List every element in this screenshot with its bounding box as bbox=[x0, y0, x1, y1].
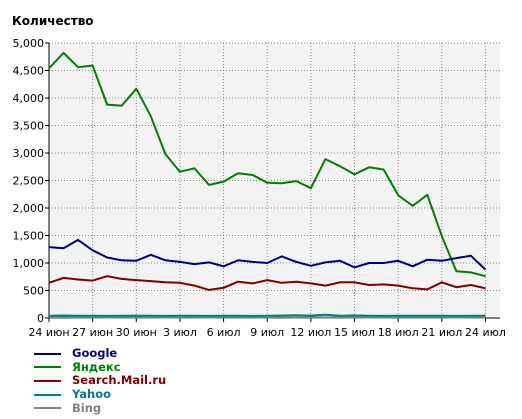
legend: Google Яндекс Search.Mail.ru Yahoo Bing bbox=[34, 347, 166, 415]
legend-swatch bbox=[34, 407, 61, 410]
legend-label: Search.Mail.ru bbox=[72, 373, 167, 388]
y-tick-label: 1,000 bbox=[13, 257, 45, 270]
legend-item: Search.Mail.ru bbox=[34, 374, 166, 388]
x-tick-label: 21 июл bbox=[421, 326, 462, 339]
legend-swatch bbox=[34, 366, 61, 369]
series-line-яндекс bbox=[48, 51, 486, 278]
y-tick-label: 1,500 bbox=[13, 230, 45, 243]
y-tick-label: 3,000 bbox=[13, 147, 45, 160]
legend-swatch bbox=[34, 393, 61, 396]
y-tick-label: 5,000 bbox=[13, 37, 45, 50]
line-chart: 0 500 1,000 1,500 2,000 2,500 3,000 3,500 4,000 4… bbox=[13, 37, 506, 339]
x-tick-label: 30 июн bbox=[116, 326, 157, 339]
legend-swatch bbox=[34, 379, 61, 382]
y-tick-label: 500 bbox=[23, 285, 44, 298]
legend-label: Google bbox=[72, 346, 118, 361]
x-tick-label: 9 июл bbox=[250, 326, 284, 339]
legend-label: Яндекс bbox=[72, 359, 121, 374]
y-tick-label: 3,500 bbox=[13, 120, 45, 133]
x-tick-label: 6 июл bbox=[207, 326, 241, 339]
series-line-search-mail-ru bbox=[48, 275, 486, 291]
x-tick-label: 18 июл bbox=[378, 326, 419, 339]
x-tick-label: 27 июн bbox=[72, 326, 113, 339]
y-tick-label: 4,500 bbox=[13, 65, 45, 78]
y-axis-title: Количество bbox=[12, 14, 94, 28]
legend-swatch bbox=[34, 352, 61, 355]
series-line-yahoo bbox=[48, 313, 486, 317]
y-tick-label: 0 bbox=[37, 312, 44, 325]
legend-label: Bing bbox=[72, 400, 102, 415]
series-line-google bbox=[48, 238, 487, 271]
y-tick-label: 2,000 bbox=[13, 202, 45, 215]
legend-item: Яндекс bbox=[34, 359, 166, 375]
legend-item: Yahoo bbox=[34, 388, 166, 402]
x-tick-label: 15 июл bbox=[334, 326, 375, 339]
y-tick-label: 2,500 bbox=[13, 175, 45, 188]
y-tick-label: 4,000 bbox=[13, 92, 45, 105]
x-tick-label: 3 июл bbox=[163, 326, 197, 339]
legend-item: Google bbox=[34, 347, 166, 361]
legend-label: Yahoo bbox=[72, 387, 112, 402]
legend-item: Bing bbox=[34, 401, 166, 415]
x-tick-label: 12 июл bbox=[290, 326, 331, 339]
x-tick-label: 24 июн bbox=[28, 326, 69, 339]
x-tick-label: 24 июл bbox=[465, 326, 506, 339]
